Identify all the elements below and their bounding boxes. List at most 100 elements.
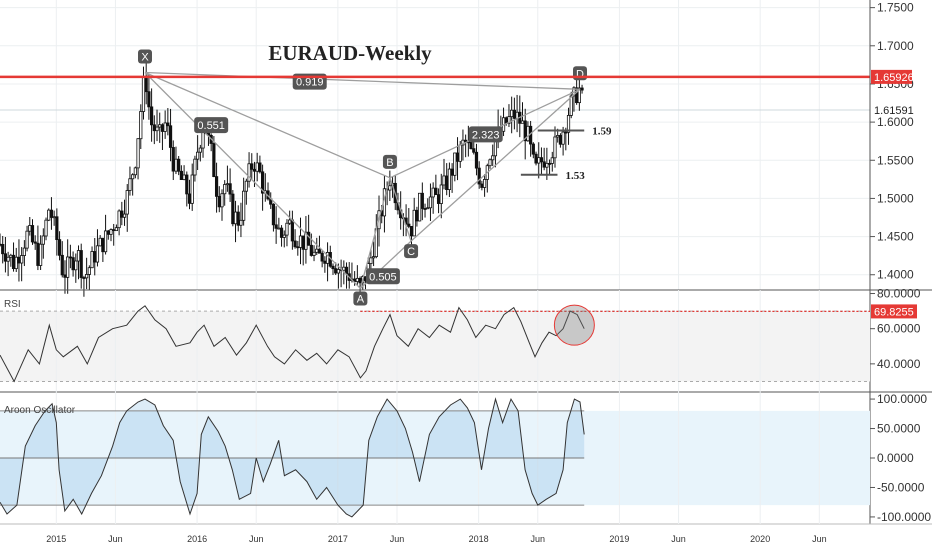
candle-body [526,125,530,142]
candle-body [242,190,246,221]
candle-body [22,247,26,256]
rsi-x-grid [55,290,820,392]
price-y-grid [0,7,870,276]
candle-body [507,116,511,124]
candle-body [415,209,419,222]
candle-body [371,256,376,259]
candle-body [236,211,240,226]
candle-body [553,136,557,159]
aroon-tick-label: -100.0000 [877,510,931,524]
rsi-highlight-circle [553,304,595,346]
price-tick-label: 1.4500 [877,230,914,244]
candle-body [239,219,243,226]
ratio-label: 0.505 [369,271,397,283]
pattern-point-x: X [141,52,149,64]
time-tick-label: 2019 [609,534,629,544]
candle-body [564,131,568,134]
time-tick-label: 2017 [328,534,348,544]
candle-body [79,250,83,278]
candle-body [36,242,40,266]
rsi-tick-label: 60.0000 [877,322,921,336]
candle-body [561,131,565,145]
candle-body [66,256,70,278]
candle-body [279,227,284,238]
level-label: 1.59 [592,126,612,138]
candle-body [258,162,262,173]
candle-body [412,209,416,237]
candle-body [150,106,154,126]
candle-body [60,254,64,276]
resistance-price-label: 1.65926 [874,72,914,84]
candle-body [453,152,457,176]
candle-body [445,175,449,190]
pattern-leg-cd [410,88,581,242]
time-tick-label: Jun [531,534,546,544]
candle-body [510,109,514,118]
candle-body [187,193,192,204]
candle-body [261,171,265,194]
candle-body [125,190,129,215]
candle-body [358,277,362,284]
candle-body [488,159,492,167]
candle-body [85,274,89,279]
candle-body [277,227,281,230]
candle-body [87,267,91,275]
candle-body [220,193,224,208]
current-price-label: 1.61591 [874,105,914,117]
candle-body [423,208,427,210]
candle-body [74,260,78,271]
candle-body [52,216,56,219]
candle-body [171,147,175,172]
aroon-pane-label: Aroon Oscillator [4,405,76,416]
candle-body [469,141,473,150]
candle-body [491,155,495,161]
candle-body [128,178,132,191]
time-tick-label: Jun [812,534,827,544]
candle-body [331,265,335,270]
candle-body [114,227,119,232]
candle-body [0,243,2,246]
aroon-tick-label: -50.0000 [877,480,925,494]
candle-body [144,76,148,93]
candle-body [41,235,45,245]
candle-body [225,183,230,186]
current-price-tag: 1.61591 [874,105,914,117]
candle-body [30,225,35,243]
level-label: 1.53 [565,170,585,182]
price-tick-label: 1.5500 [877,153,914,167]
rsi-value-label: 69.8255 [874,306,914,318]
candle-body [288,219,292,224]
pattern-point-badge [353,291,368,306]
candle-body [217,195,221,208]
ratio-label: 0.919 [296,77,324,89]
candle-body [122,213,127,218]
candle-body [139,111,143,140]
aroon-tick-label: 50.0000 [877,422,921,436]
pattern-point-badge [138,49,152,64]
candle-body [93,251,97,263]
resistance-price-tag: 1.65926 [871,69,914,84]
candle-body [250,163,254,170]
candle-body [179,170,183,180]
pattern-point-badge [404,244,419,259]
pattern-point-b: B [386,157,393,169]
price-tick-label: 1.7000 [877,39,914,53]
candle-body [434,187,438,196]
candle-body [344,266,349,275]
candle-body [152,124,156,132]
pattern-leg-xd [144,71,581,90]
candle-body [168,125,173,148]
candle-body [285,222,289,236]
time-tick-label: Jun [249,534,264,544]
rsi-tick-label: 40.0000 [877,357,921,371]
candle-body [298,235,303,248]
candle-body [334,268,338,274]
candle-body [117,210,121,229]
candle-body [255,162,259,172]
candle-body [6,256,10,262]
candle-body [147,91,151,108]
candle-body [312,251,316,256]
candle-body [82,277,86,279]
candle-body [103,230,108,253]
candle-body [133,167,137,176]
